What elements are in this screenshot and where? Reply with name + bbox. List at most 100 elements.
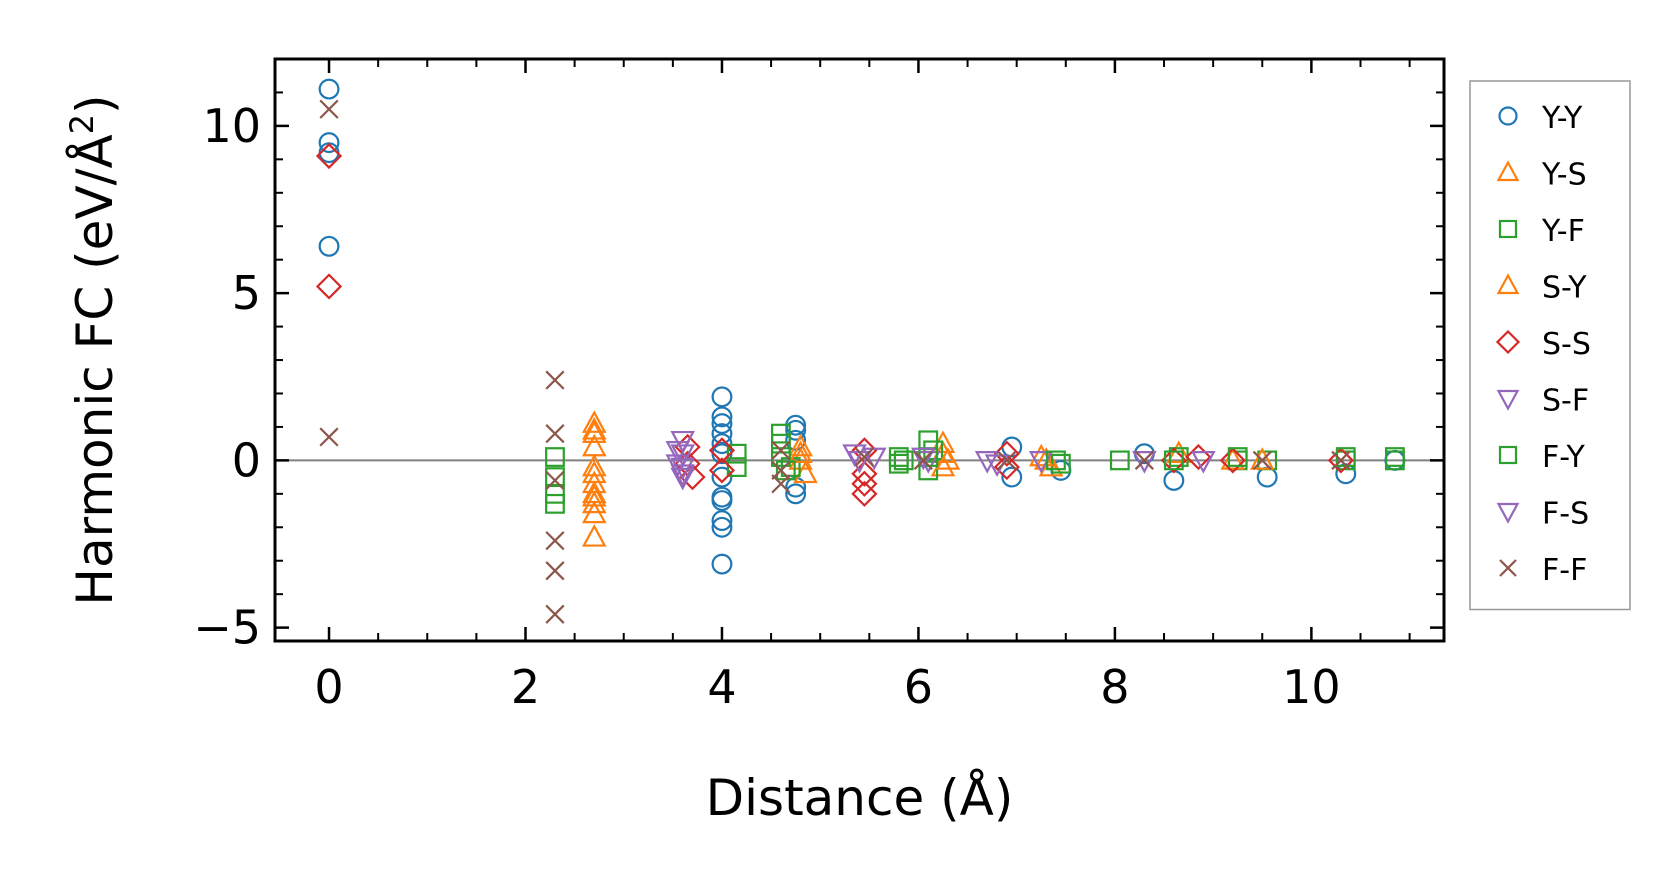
legend-marker	[1496, 389, 1520, 411]
data-point	[997, 450, 1017, 470]
x-tick-label: 4	[707, 660, 736, 714]
data-point	[545, 561, 565, 581]
legend-entry: S-Y	[1496, 271, 1587, 306]
series-s-y	[581, 416, 1275, 507]
data-point	[1163, 450, 1184, 471]
legend-entry: Y-F	[1498, 214, 1585, 249]
data-point	[318, 235, 340, 257]
legend-marker	[1496, 160, 1520, 182]
data-point	[861, 447, 887, 471]
legend-marker	[1495, 329, 1521, 355]
data-point	[711, 553, 733, 575]
data-point	[1252, 450, 1272, 470]
x-axis-label: Distance (Å)	[706, 769, 1014, 827]
data-point	[1109, 450, 1130, 471]
legend-marker	[1498, 445, 1518, 465]
data-point	[771, 433, 791, 454]
plot-frame	[273, 57, 1446, 643]
data-point	[842, 444, 867, 467]
series-f-f	[319, 99, 1351, 624]
data-point	[315, 273, 343, 300]
data-point	[711, 406, 733, 428]
data-point	[581, 453, 607, 477]
data-point	[545, 447, 565, 467]
data-point	[851, 470, 878, 497]
data-point	[854, 447, 874, 467]
data-point	[545, 470, 565, 491]
data-point	[1327, 447, 1354, 474]
data-point	[670, 464, 695, 488]
data-point	[893, 450, 914, 471]
data-point	[670, 467, 695, 491]
x-tick-label: 6	[904, 660, 933, 714]
data-point	[1227, 447, 1248, 467]
legend-entry: S-F	[1496, 384, 1589, 419]
legend-entry: Y-Y	[1498, 101, 1583, 136]
data-point	[851, 460, 878, 487]
y-tick-label: 0	[232, 433, 261, 487]
data-point	[1249, 447, 1275, 470]
data-point	[993, 440, 1020, 467]
data-point	[918, 460, 939, 481]
data-point	[545, 424, 565, 444]
legend-label: F-F	[1542, 553, 1587, 588]
data-point	[771, 440, 791, 460]
data-point	[711, 490, 733, 511]
data-point	[711, 423, 733, 445]
legend-marker	[1498, 219, 1518, 239]
legend-entry: Y-S	[1496, 158, 1587, 193]
legend-box	[1469, 80, 1631, 611]
data-point	[581, 500, 607, 524]
y-axis-label-main: Harmonic FC (eV/Å	[66, 134, 124, 605]
data-point	[1219, 447, 1246, 474]
legend-label: Y-S	[1541, 158, 1587, 193]
data-point	[785, 419, 807, 441]
data-point	[1134, 450, 1154, 470]
series-f-y	[545, 447, 1405, 504]
data-point	[1001, 466, 1023, 488]
x-tick-label: 8	[1100, 660, 1129, 714]
data-point	[1191, 451, 1216, 474]
data-point	[711, 466, 733, 488]
legend-label: S-F	[1542, 384, 1589, 419]
data-point	[315, 142, 343, 170]
data-point	[711, 433, 733, 455]
x-tick-label: 10	[1282, 660, 1341, 714]
data-point	[785, 483, 807, 505]
data-point	[545, 604, 565, 624]
data-point	[993, 453, 1020, 481]
data-point	[923, 440, 944, 461]
data-point	[545, 531, 565, 551]
y-tick-label: −5	[193, 601, 261, 655]
legend-label: Y-F	[1541, 214, 1585, 249]
data-point	[1384, 447, 1405, 467]
series-s-s	[315, 142, 1354, 507]
legend-label: S-Y	[1542, 271, 1587, 306]
x-tick-label: 2	[511, 660, 540, 714]
legend-label: S-S	[1542, 327, 1591, 362]
y-tick-label: 10	[202, 99, 261, 153]
legend: Y-Y Y-S Y-F S-Y S-S S-F F-Y F-S F-F	[1469, 80, 1631, 611]
data-point	[974, 451, 1000, 474]
data-point	[581, 483, 607, 507]
legend-marker	[1496, 273, 1520, 295]
legend-label: F-Y	[1542, 440, 1586, 475]
legend-label: F-S	[1542, 497, 1589, 532]
legend-marker	[1499, 559, 1517, 577]
y-axis-label-close: )	[66, 94, 124, 114]
data-point	[711, 510, 733, 532]
data-point	[318, 78, 340, 100]
data-point	[788, 433, 813, 457]
data-point	[581, 490, 607, 514]
legend-marker	[1498, 106, 1518, 126]
data-point	[1046, 450, 1066, 471]
legend-entry: F-Y	[1498, 440, 1586, 475]
data-point	[318, 132, 340, 154]
data-point	[888, 453, 909, 474]
data-point	[911, 447, 936, 471]
y-tick-label: 5	[232, 266, 261, 320]
data-point	[581, 420, 607, 443]
